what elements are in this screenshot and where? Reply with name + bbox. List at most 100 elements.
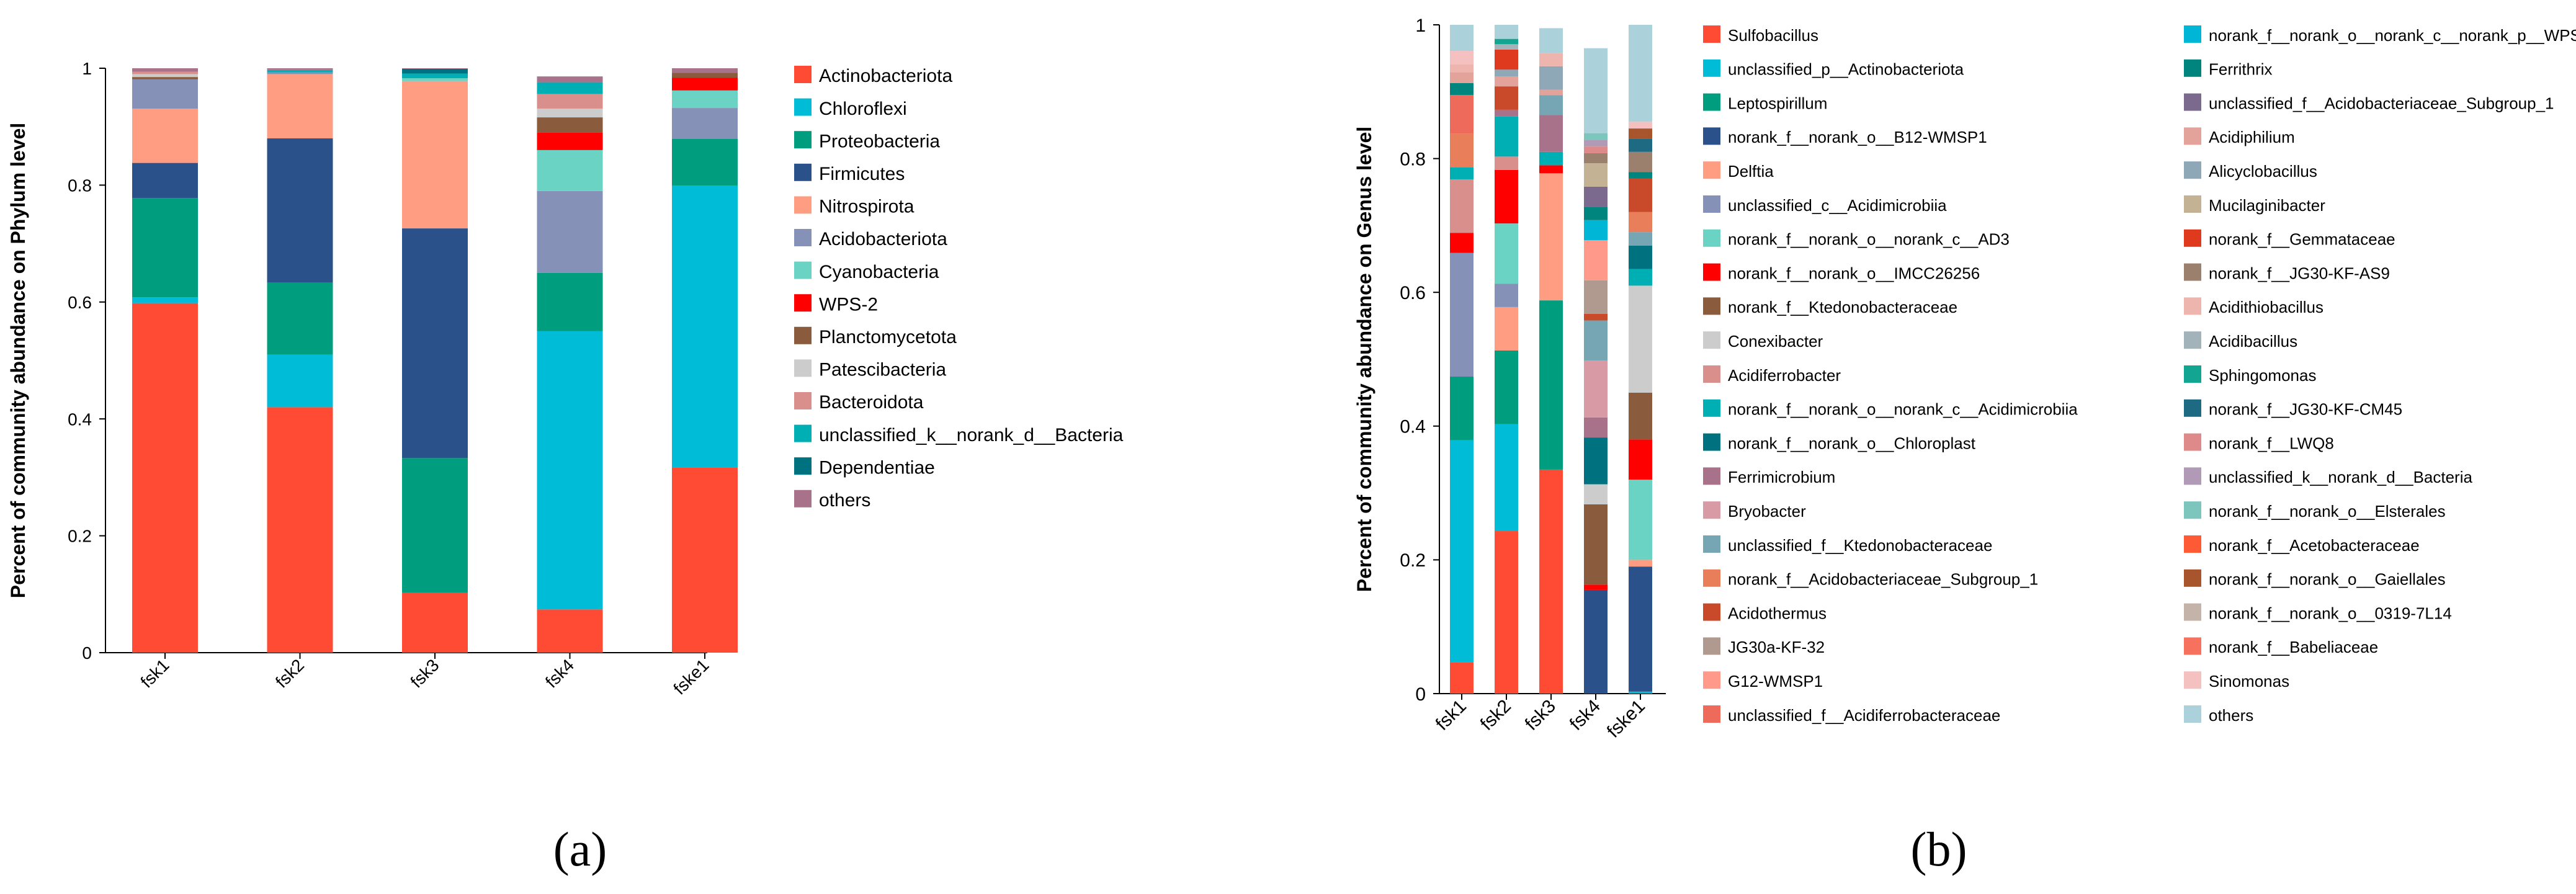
bar-segment-fsk1-unclassified-p-actinobacteriota — [1450, 440, 1474, 663]
bar-segment-fske1-unclassified-f-ktedonobacteraceae — [1629, 232, 1652, 246]
bar-segment-fsk1-bacteroidota — [132, 71, 198, 74]
y-tick-label: 0.4 — [1400, 417, 1426, 437]
bar-segment-fsk4-norank-f-norank-o-chloroplast — [1584, 437, 1608, 485]
legend-swatch-actinobacteriota — [794, 66, 812, 83]
legend-swatch-unclassified-k-norank-d-bacteria — [794, 424, 812, 442]
legend-label-patescibacteria: Patescibacteria — [819, 360, 946, 380]
legend-swatch-unclassified-k-norank-d-bacteria — [2184, 467, 2201, 485]
legend-swatch-norank-f-norank-o-norank-c-acidimicrobiia — [1703, 399, 1720, 417]
bar-segment-fsk1-norank-f-acidobacteriaceae-subgroup-1 — [1450, 133, 1474, 168]
legend-label-norank-f-acetobacteraceae: norank_f__Acetobacteraceae — [2209, 536, 2420, 555]
legend-label-firmicutes: Firmicutes — [819, 164, 905, 184]
bar-segment-fsk3-unclassified-f-ktedonobacteraceae — [1539, 95, 1563, 115]
bar-segment-fsk1-others — [1450, 25, 1474, 51]
bar-segment-fske1-norank-f-norank-o-b12-wmsp1 — [1629, 566, 1652, 692]
bar-segment-fske1-conexibacter — [1629, 285, 1652, 393]
bar-segment-fsk3-dependentiae — [402, 68, 468, 74]
bar-segment-fsk2-proteobacteria — [267, 282, 333, 355]
bar-segment-fske1-others — [672, 68, 738, 73]
bar-segment-fsk1-ferrithrix — [1450, 83, 1474, 96]
bar-segment-fsk4-ferrithrix — [1584, 207, 1608, 220]
legend-label-norank-f-jg30-kf-as9: norank_f__JG30-KF-AS9 — [2209, 264, 2390, 282]
legend-swatch-norank-f-jg30-kf-cm45 — [2184, 399, 2201, 417]
legend-label-norank-f-gemmataceae: norank_f__Gemmataceae — [2209, 230, 2395, 249]
bar-segment-fsk1-acidobacteriota — [132, 79, 198, 109]
bar-segment-fske1-norank-f-jg30-kf-as9 — [1629, 151, 1652, 172]
legend-swatch-acidibacillus — [2184, 331, 2201, 349]
bar-segment-fsk3-actinobacteriota — [402, 592, 468, 653]
bar-segment-fsk1-unclassified-f-acidiferrobacteraceae — [1450, 95, 1474, 134]
legend-label-norank-f-norank-o-norank-c-acidimicrobiia: norank_f__norank_o__norank_c__Acidimicro… — [1728, 400, 2078, 419]
legend-swatch-mucilaginibacter — [2184, 195, 2201, 213]
legend-label-leptospirillum: Leptospirillum — [1728, 94, 1827, 112]
bar-segment-fsk3-norank-f-norank-o-imcc26256 — [1539, 165, 1563, 174]
bar-segment-fsk3-others — [402, 68, 468, 69]
legend-label-norank-f-lwq8: norank_f__LWQ8 — [2209, 434, 2334, 452]
bar-segment-fsk4-norank-f-norank-o-b12-wmsp1 — [1584, 589, 1608, 694]
bar-segment-fsk2-norank-f-gemmataceae — [1495, 49, 1518, 70]
legend-label-acidobacteriota: Acidobacteriota — [819, 229, 947, 249]
bar-segment-fsk2-acidothermus — [1495, 86, 1518, 110]
legend-swatch-norank-f-norank-o-norank-c-ad3 — [1703, 229, 1720, 247]
bar-segment-fsk2-others — [267, 68, 333, 70]
bar-segment-fsk4-conexibacter — [1584, 484, 1608, 504]
legend-swatch-others — [794, 489, 812, 507]
legend-label-norank-f-norank-o-chloroplast: norank_f__norank_o__Chloroplast — [1728, 434, 1976, 452]
bar-segment-fske1-norank-f-jg30-kf-cm45 — [1629, 138, 1652, 152]
bar-segment-fsk1-norank-f-norank-o-imcc26256 — [1450, 233, 1474, 253]
bar-segment-fsk2-acidibacillus — [1495, 44, 1518, 50]
panel-label-b: (b) — [1911, 822, 1967, 876]
bar-segment-fsk4-unclassified-k-norank-d-bacteria — [537, 82, 603, 94]
legend-label-acidothermus: Acidothermus — [1728, 604, 1827, 622]
bar-segment-fsk3-alicyclobacillus — [1539, 66, 1563, 90]
bar-segment-fsk1-chloroflexi — [132, 297, 198, 303]
legend-label-sphingomonas: Sphingomonas — [2209, 366, 2316, 385]
bar-segment-fsk3-cyanobacteria — [402, 78, 468, 81]
legend-label-norank-f-norank-o-0319-7l14: norank_f__norank_o__0319-7L14 — [2209, 604, 2452, 622]
bar-segment-fsk1-proteobacteria — [132, 198, 198, 298]
legend-swatch-norank-f-norank-o-imcc26256 — [1703, 263, 1720, 281]
legend-label-norank-f-jg30-kf-cm45: norank_f__JG30-KF-CM45 — [2209, 400, 2402, 419]
bar-segment-fsk2-norank-f-norank-o-norank-c-ad3 — [1495, 223, 1518, 284]
legend-swatch-others — [2184, 705, 2201, 723]
legend-swatch-alicyclobacillus — [2184, 161, 2201, 179]
legend-swatch-norank-f-babeliaceae — [2184, 637, 2201, 655]
legend-swatch-unclassified-f-acidobacteriaceae-subgroup-1 — [2184, 93, 2201, 111]
legend-swatch-leptospirillum — [1703, 93, 1720, 111]
bar-segment-fsk4-actinobacteriota — [537, 609, 603, 653]
y-axis-title: Percent of community abundance on Genus … — [1353, 127, 1375, 592]
bar-segment-fsk4-proteobacteria — [537, 272, 603, 331]
bar-segment-fske1-unclassified-p-actinobacteriota — [1629, 691, 1652, 694]
legend-swatch-wps-2 — [794, 294, 812, 312]
bar-segment-fske1-norank-f-acidobacteriaceae-subgroup-1 — [1629, 212, 1652, 233]
legend-swatch-dependentiae — [794, 457, 812, 475]
bar-segment-fsk4-patescibacteria — [537, 108, 603, 118]
legend-label-delftia: Delftia — [1728, 162, 1774, 181]
bar-segment-fsk1-planctomycetota — [132, 77, 198, 79]
bar-segment-fsk2-norank-f-norank-o-norank-c-acidimicrobiia — [1495, 116, 1518, 157]
bar-segment-fsk3-acidithiobacillus — [1539, 53, 1563, 66]
legend-label-norank-f-norank-o-elsterales: norank_f__norank_o__Elsterales — [2209, 502, 2446, 521]
legend-label-sinomonas: Sinomonas — [2209, 672, 2289, 691]
bar-segment-fsk2-acidiferrobacter — [1495, 156, 1518, 170]
bar-segment-fsk2-sphingomonas — [1495, 38, 1518, 45]
legend-label-norank-f-norank-o-norank-c-norank-p-wps-2: norank_f__norank_o__norank_c__norank_p__… — [2209, 26, 2576, 45]
legend-label-norank-f-ktedonobacteraceae: norank_f__Ktedonobacteraceae — [1728, 298, 1957, 316]
bar-segment-fsk1-acidiferrobacter — [1450, 179, 1474, 233]
bar-segment-fsk3-sulfobacillus — [1539, 469, 1563, 694]
legend-label-others: others — [2209, 706, 2253, 725]
bar-segment-fske1-acidothermus — [1629, 178, 1652, 212]
legend: Actinobacteriota Chloroflexi Proteobacteri… — [794, 66, 1124, 511]
legend-label-dependentiae: Dependentiae — [819, 457, 935, 478]
legend-label-unclassified-c-acidimicrobiia: unclassified_c__Acidimicrobiia — [1728, 196, 1947, 215]
bar-segment-fsk4-unclassified-k-norank-d-bacteria — [1584, 140, 1608, 147]
legend-label-unclassified-k-norank-d-bacteria: unclassified_k__norank_d__Bacteria — [2209, 468, 2472, 486]
bar-segment-fsk1-acidiphilium — [1450, 72, 1474, 83]
legend-label-alicyclobacillus: Alicyclobacillus — [2209, 162, 2317, 181]
legend-label-norank-f-babeliaceae: norank_f__Babeliaceae — [2209, 638, 2378, 656]
bar-segment-fsk3-others — [1539, 28, 1563, 53]
bar-segment-fske1-norank-f-norank-o-imcc26256 — [1629, 439, 1652, 480]
legend-label-norank-f-norank-o-b12-wmsp1: norank_f__norank_o__B12-WMSP1 — [1728, 128, 1987, 146]
x-tick-label-fsk2: fsk2 — [272, 655, 308, 691]
y-tick-label: 0 — [82, 643, 92, 663]
